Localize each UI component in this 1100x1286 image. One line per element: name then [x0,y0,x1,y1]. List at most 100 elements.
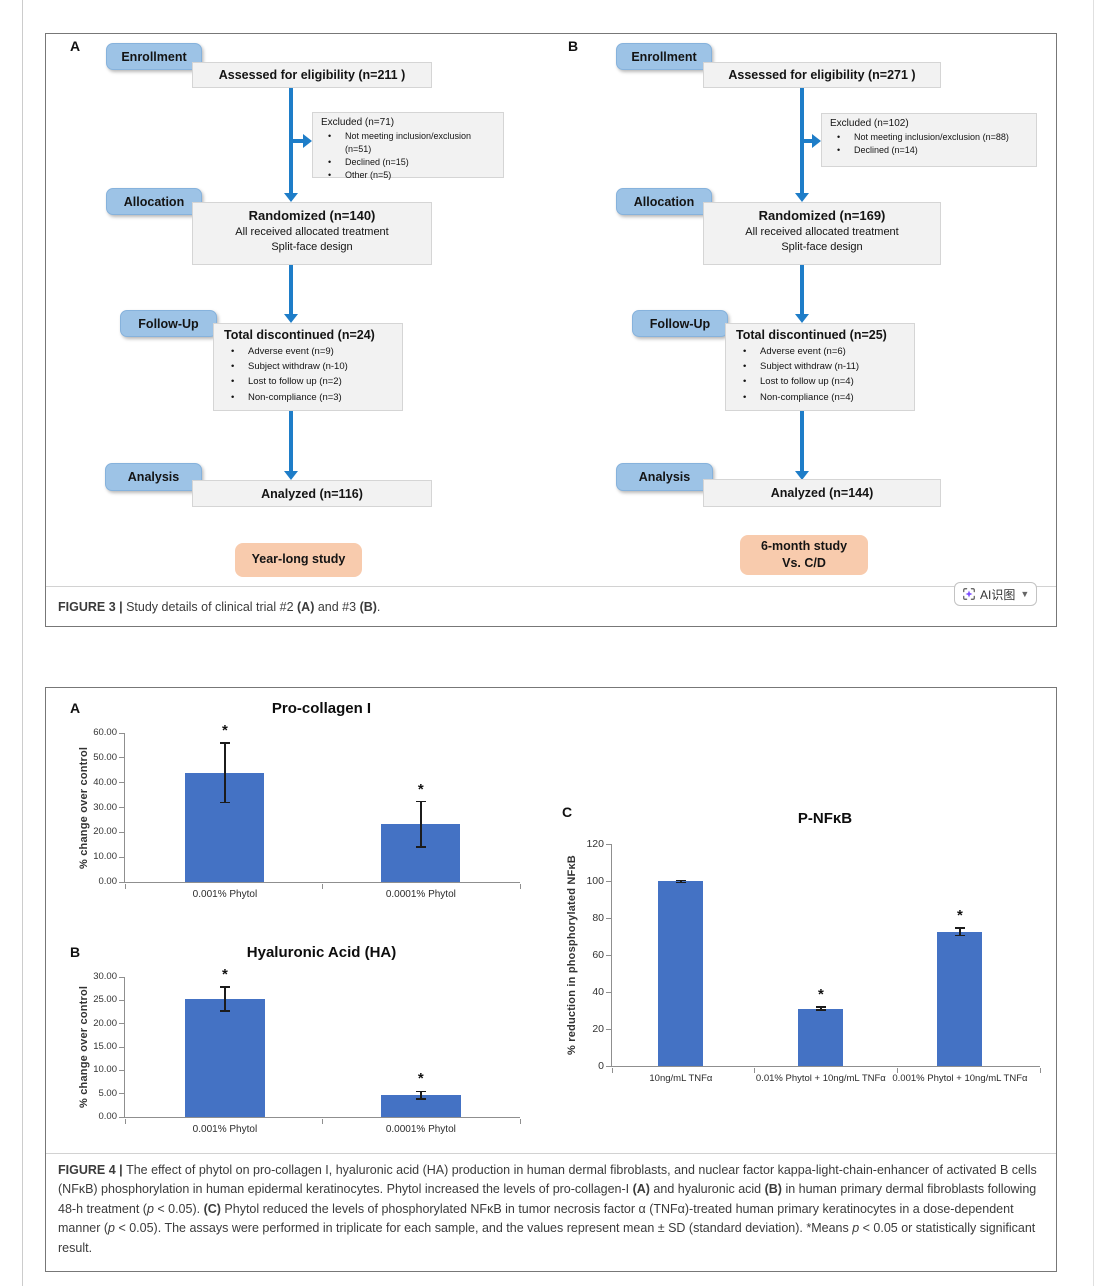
x-tick [322,883,323,889]
category-label: 0.0001% Phytol [385,889,456,900]
list-item: Adverse event (n=6) [736,344,908,359]
list-item: Non-compliance (n=3) [224,390,396,405]
error-bar-cap [219,742,230,744]
chart-hyaluronic-acid: B Hyaluronic Acid (HA) % change over con… [64,938,556,1150]
error-bar-cap [815,1009,826,1011]
caption-segment: (A) [632,1182,650,1197]
x-tick [124,883,126,889]
y-tick [606,843,612,845]
category-label: 0.0001% Phytol [385,1124,456,1135]
caption-segment: FIGURE 3 | [58,600,127,614]
plot-area: 0 20 40 60 80 100 120 10ng/mL TNFα * 0.01% Phytol… [586,838,1041,1084]
error-bar-cap [954,927,965,929]
stage-analysis-a: Analysis [105,463,202,491]
figure4-panel: A Pro-collagen I % change over control 0… [45,687,1057,1272]
error-bar-cap [415,800,426,803]
y-tick-label: 30.00 [93,971,117,982]
list-item: Non-compliance (n=4) [736,390,908,405]
assessed-box-b: Assessed for eligibility (n=271 ) [703,62,941,88]
caption-segment: (A) [297,600,315,614]
list-item: Not meeting inclusion/exclusion (n=51) [321,130,497,156]
ai-vision-badge-button[interactable]: AI识图 ▼ [954,582,1038,606]
x-tick [322,1118,323,1124]
panel-b-label: B [568,38,579,54]
y-tick-label: 60 [592,949,604,961]
y-tick [119,1023,125,1025]
y-tick [119,1069,125,1071]
flow-arrow-right-icon [802,139,812,143]
x-tick [124,1118,126,1124]
y-tick [119,1093,125,1095]
y-tick [119,782,125,784]
discontinued-list: Adverse event (n=6) Subject withdraw (n-… [736,344,908,405]
caption-segment: The effect of phytol on pro-collagen I, … [58,1163,1037,1197]
y-tick-label: 50.00 [93,751,117,763]
caption-segment: in human primary dermal fibroblasts foll… [58,1182,1037,1216]
list-item: Lost to follow up (n=4) [736,374,908,389]
bar [798,1008,844,1066]
discontinued-title: Total discontinued (n=24) [224,328,375,342]
y-tick-label: 40.00 [93,776,117,788]
y-tick-label: 20.00 [93,826,117,838]
flow-arrow-down-icon [800,411,804,471]
error-bar [420,801,422,848]
caption-segment: (B) [359,600,377,614]
category-label: 0.001% Phytol + 10ng/mL TNFα [892,1073,1028,1084]
flow-arrow-right-icon [291,139,303,143]
stage-analysis-b: Analysis [616,463,713,491]
caption-divider [46,1153,1056,1154]
category-label: 10ng/mL TNFα [649,1073,713,1084]
bar [380,1095,461,1117]
discontinued-box-a: Total discontinued (n=24) Adverse event … [213,323,403,411]
bar [658,881,704,1066]
randomized-title: Randomized (n=169) [758,208,886,223]
analyzed-box-a: Analyzed (n=116) [192,480,432,507]
chevron-down-icon[interactable]: ▼ [1020,589,1030,599]
error-bar [224,986,226,1012]
stage-followup-b: Follow-Up [632,310,728,337]
randomized-line: All received allocated treatment [235,226,389,238]
stage-followup-a: Follow-Up [120,310,217,337]
figure3-caption: FIGURE 3 | Study details of clinical tri… [58,598,1018,617]
randomized-box-b: Randomized (n=169) All received allocate… [703,202,941,265]
panel-c-label: C [562,804,573,820]
list-item: Adverse event (n=9) [224,344,396,359]
y-tick [119,856,125,858]
y-tick [119,1116,125,1118]
caption-segment: (C) [203,1201,221,1216]
y-tick-label: 0.00 [98,876,118,887]
excluded-title: Excluded (n=71) [321,117,395,128]
chart-p-nfkb: C P-NFκB % reduction in phosphorylated N… [558,796,1056,1098]
y-tick-label: 20.00 [93,1017,117,1029]
list-item: Subject withdraw (n-10) [224,359,396,374]
chart-pro-collagen: A Pro-collagen I % change over control 0… [64,694,556,934]
page-edge-rule-left [22,0,23,1286]
discontinued-list: Adverse event (n=9) Subject withdraw (n-… [224,344,396,405]
flow-arrow-down-icon [800,265,804,314]
randomized-line: Split-face design [781,241,863,253]
error-bar [680,880,682,883]
list-item: Not meeting inclusion/exclusion (n=88) [830,131,1030,144]
error-bar-cap [219,986,230,988]
significance-asterisk: * [417,780,424,798]
page-edge-rule-right [1093,0,1094,1286]
study-tag-b: 6-month study Vs. C/D [740,535,868,575]
y-tick [606,917,612,919]
panel-b-label: B [70,944,81,960]
error-bar-cap [815,1006,826,1008]
panel-a-label: A [70,38,81,54]
figure3-panel: A Enrollment Assessed for eligibility (n… [45,33,1057,627]
error-bar-cap [415,1098,426,1100]
stage-allocation-a: Allocation [106,188,202,215]
significance-asterisk: * [817,986,824,1004]
excluded-box-b: Excluded (n=102) Not meeting inclusion/e… [821,113,1037,167]
y-tick [119,831,125,833]
analyzed-box-b: Analyzed (n=144) [703,479,941,507]
x-tick [754,1067,756,1073]
x-tick [896,1067,898,1073]
flow-arrow-down-icon [289,411,293,471]
y-tick [119,881,125,883]
caption-segment: < 0.05). The assays were performed in tr… [114,1221,853,1236]
chart-title: Hyaluronic Acid (HA) [246,944,397,961]
assessed-box-a: Assessed for eligibility (n=211 ) [192,62,432,88]
